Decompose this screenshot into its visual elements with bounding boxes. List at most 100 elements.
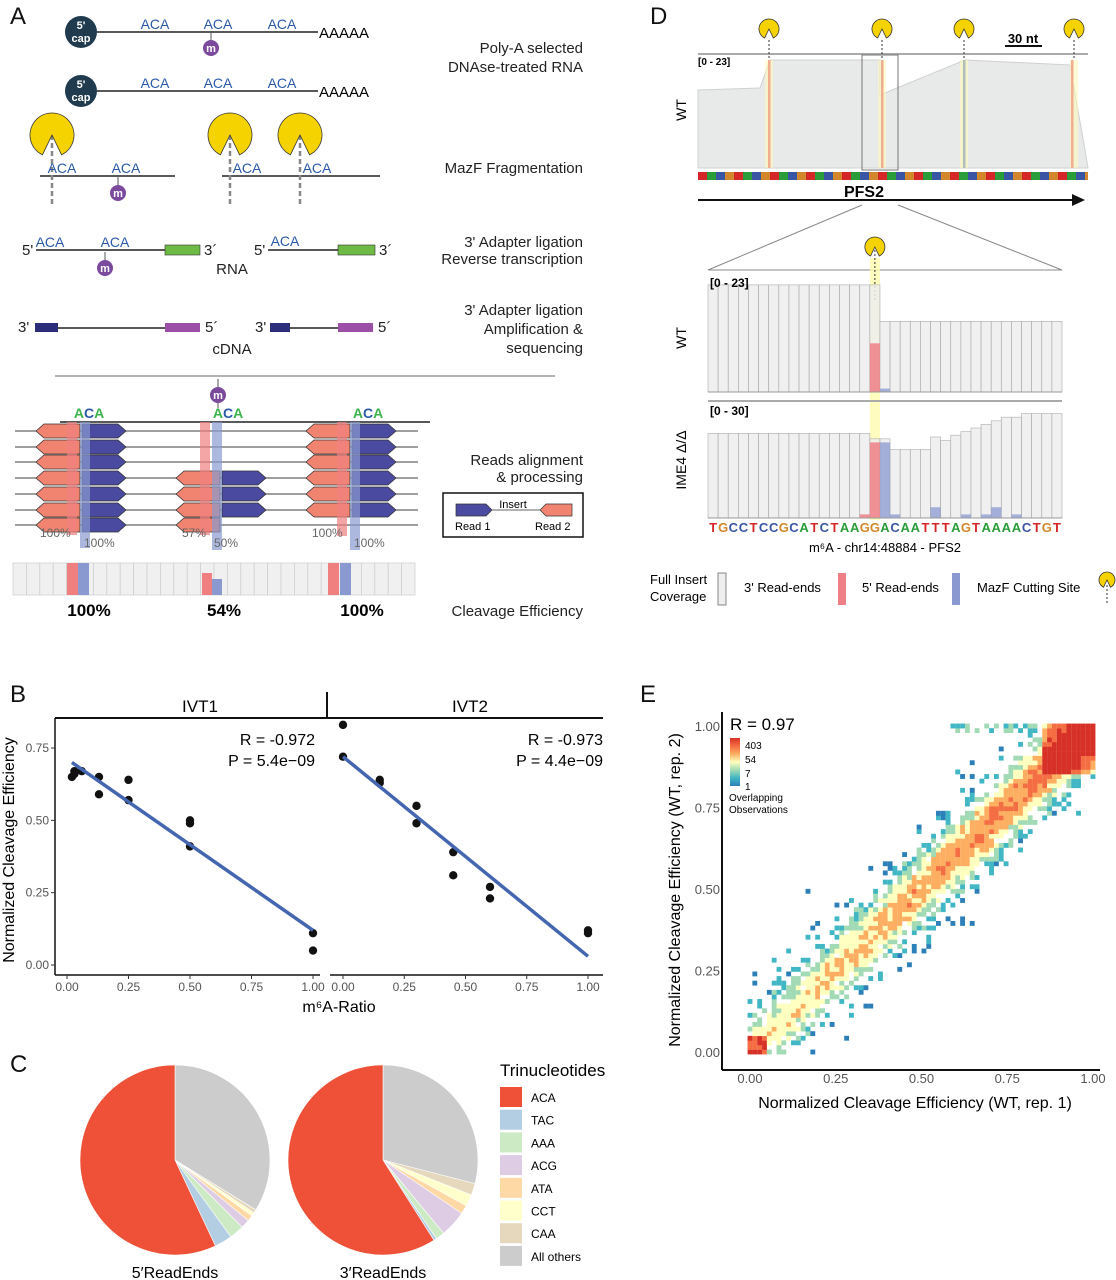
heatmap-cell bbox=[868, 916, 874, 922]
heatmap-cell bbox=[800, 1022, 806, 1027]
aca-motif: ACA bbox=[141, 75, 170, 91]
heatmap-cell bbox=[752, 1035, 758, 1041]
heatmap-cell bbox=[950, 870, 956, 876]
heatmap-cell bbox=[964, 842, 970, 848]
heatmap-cell bbox=[1032, 728, 1038, 734]
heatmap-cell bbox=[906, 865, 912, 871]
heatmap-cell bbox=[950, 861, 956, 867]
heatmap-cell bbox=[781, 1040, 787, 1046]
heatmap-cell bbox=[955, 893, 961, 899]
heatmap-cell bbox=[1042, 751, 1048, 756]
x-tick-label: 0.75 bbox=[240, 980, 264, 994]
heatmap-cell bbox=[786, 989, 792, 995]
sequence-strip-base bbox=[809, 172, 812, 180]
heatmap-cell bbox=[776, 1031, 782, 1037]
heatmap-cell bbox=[955, 847, 961, 853]
heatmap-cell bbox=[771, 1003, 777, 1009]
heatmap-cell bbox=[960, 852, 965, 857]
range-label: [0 - 23] bbox=[710, 276, 749, 290]
heatmap-cell bbox=[926, 870, 932, 876]
heatmap-cell bbox=[979, 838, 985, 844]
heatmap-cell bbox=[926, 865, 932, 871]
heatmap-cell bbox=[752, 1031, 758, 1037]
step-label: Cleavage Efficiency bbox=[452, 603, 584, 620]
heatmap-cell bbox=[1003, 861, 1009, 867]
heatmap-cell bbox=[916, 925, 922, 931]
heatmap-cell bbox=[1071, 755, 1077, 761]
sequence-strip-base bbox=[938, 172, 941, 180]
heatmap-cell bbox=[902, 916, 908, 922]
heatmap-cell bbox=[1085, 751, 1091, 756]
sequence-base: A bbox=[799, 520, 809, 535]
cleavage-value: 100% bbox=[340, 601, 383, 620]
sequence-strip-base bbox=[1040, 172, 1043, 180]
cut-highlight bbox=[765, 60, 773, 168]
heatmap-cell bbox=[820, 953, 825, 959]
coverage-cell bbox=[133, 562, 148, 596]
heatmap-cell bbox=[878, 934, 883, 940]
sequence-strip-base bbox=[755, 172, 758, 180]
heatmap-cell bbox=[1008, 769, 1014, 775]
heatmap-cell bbox=[858, 930, 864, 936]
heatmap-cell bbox=[853, 921, 859, 926]
heatmap-cell bbox=[1085, 760, 1091, 766]
heatmap-cell bbox=[993, 852, 999, 857]
coverage-bar bbox=[970, 427, 982, 519]
x-tick-label: 0.50 bbox=[909, 1071, 934, 1086]
heatmap-cell bbox=[926, 934, 932, 940]
heatmap-cell bbox=[960, 861, 965, 867]
coverage-bar bbox=[748, 284, 759, 393]
sequence-strip-base bbox=[737, 172, 740, 180]
sequence-strip-base bbox=[761, 172, 764, 180]
heatmap-cell bbox=[897, 898, 903, 903]
heatmap-cell bbox=[820, 962, 825, 968]
heatmap-cell bbox=[940, 902, 946, 908]
heatmap-cell bbox=[1051, 723, 1057, 729]
coverage-bar bbox=[909, 321, 921, 393]
heatmap-cell bbox=[1018, 801, 1023, 807]
heatmap-cell bbox=[815, 994, 821, 1000]
sequence-base: C bbox=[739, 520, 749, 535]
heatmap-cell bbox=[839, 966, 845, 972]
x-tick-label: 0.50 bbox=[178, 980, 202, 994]
sequence-strip-base bbox=[713, 172, 716, 180]
coverage-bar bbox=[980, 424, 992, 519]
heatmap-cell bbox=[902, 930, 908, 936]
heatmap-cell bbox=[824, 953, 830, 959]
base: A bbox=[373, 405, 383, 421]
heatmap-cell bbox=[979, 810, 985, 816]
heatmap-cell bbox=[1003, 819, 1009, 825]
base: A bbox=[94, 405, 104, 421]
heatmap-cell bbox=[771, 994, 777, 1000]
x-axis-label: Normalized Cleavage Efficiency (WT, rep.… bbox=[758, 1095, 1072, 1112]
heatmap-cell bbox=[989, 801, 994, 807]
heatmap-cell bbox=[1042, 723, 1048, 729]
heatmap-cell bbox=[1042, 774, 1048, 779]
heatmap-cell bbox=[1022, 769, 1028, 775]
heatmap-cell bbox=[839, 957, 845, 963]
heatmap-cell bbox=[839, 953, 845, 959]
heatmap-cell bbox=[1027, 769, 1033, 775]
sequence-strip-base bbox=[944, 172, 947, 180]
sequence-strip-base bbox=[1079, 172, 1082, 180]
heatmap-cell bbox=[834, 916, 840, 922]
heatmap-cell bbox=[776, 1012, 782, 1018]
heatmap-cell bbox=[858, 989, 864, 995]
coverage-bar bbox=[727, 284, 739, 393]
coverage-bar bbox=[930, 436, 941, 519]
heatmap-cell bbox=[882, 916, 888, 922]
legend-title: Trinucleotides bbox=[500, 1061, 605, 1080]
heatmap-cell bbox=[1066, 723, 1072, 729]
coverage-bar bbox=[990, 321, 1002, 393]
heatmap-cell bbox=[839, 980, 845, 986]
sequence-strip-base bbox=[821, 172, 824, 180]
data-point bbox=[185, 816, 195, 825]
heatmap-cell bbox=[1066, 769, 1072, 775]
sequence-strip-base bbox=[779, 172, 782, 180]
heatmap-cell bbox=[844, 966, 850, 972]
heatmap-cell bbox=[989, 842, 994, 848]
heatmap-cell bbox=[834, 948, 840, 954]
heatmap-cell bbox=[795, 1026, 801, 1032]
heatmap-cell bbox=[1027, 801, 1033, 807]
heatmap-cell bbox=[911, 879, 917, 885]
